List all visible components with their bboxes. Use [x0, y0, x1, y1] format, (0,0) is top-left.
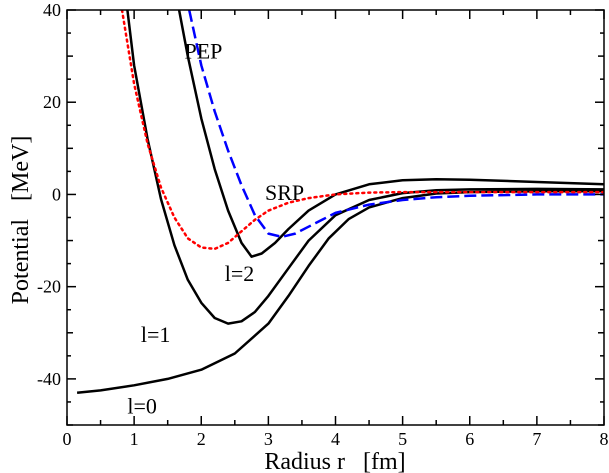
- series-line-l-0: [76, 189, 604, 394]
- y-tick-label: 0: [52, 184, 61, 204]
- x-tick-label: 0: [63, 429, 72, 449]
- curve-label-pep: PEP: [184, 38, 222, 63]
- x-tick-label: 4: [331, 429, 340, 449]
- series-line-srp: [120, 10, 604, 251]
- y-tick-label: 40: [43, 0, 61, 20]
- curve-label-l-0: l=0: [127, 393, 157, 418]
- x-tick-label: 8: [600, 429, 609, 449]
- x-tick-label: 5: [398, 429, 407, 449]
- x-tick-label: 3: [264, 429, 273, 449]
- series-line-l-2: [177, 10, 604, 258]
- plot-frame: [66, 9, 605, 426]
- y-axis-title: Potential [MeV]: [8, 136, 34, 305]
- curve-label-srp: SRP: [265, 180, 304, 205]
- curve-label-l-2: l=2: [225, 261, 255, 286]
- x-tick-label: 6: [465, 429, 474, 449]
- curve-annotations: PEP SRP l=2 l=1 l=0: [127, 38, 304, 418]
- curve-label-l-1: l=1: [141, 322, 171, 347]
- y-tick-label: -40: [37, 369, 61, 389]
- x-tick-label: 1: [130, 429, 139, 449]
- chart-curves: [76, 10, 604, 394]
- x-tick-label: 2: [197, 429, 206, 449]
- y-tick-label: -20: [37, 277, 61, 297]
- tick-labels: 0 1 2 3 4 5 6 7 8 -40 -20 0 20 40: [37, 0, 609, 449]
- axis-ticks: [66, 9, 605, 426]
- x-tick-label: 7: [532, 429, 541, 449]
- x-axis-title: Radius r [fm]: [264, 449, 405, 473]
- series-line-pep: [187, 10, 604, 239]
- y-tick-label: 20: [43, 92, 61, 112]
